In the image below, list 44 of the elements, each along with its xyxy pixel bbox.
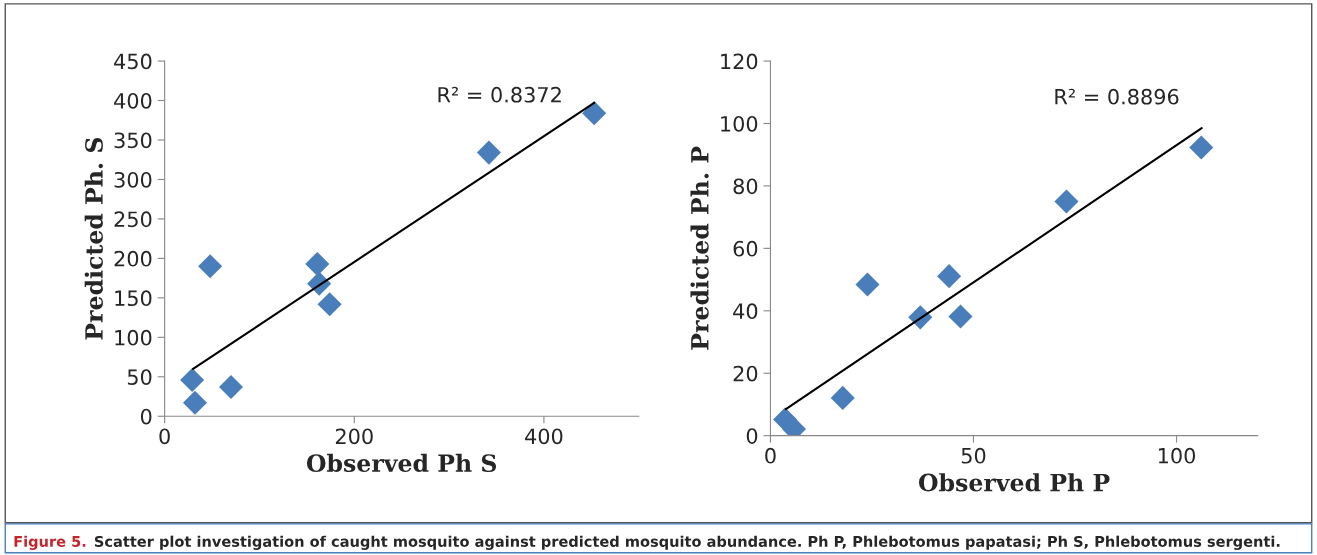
point: [218, 375, 244, 400]
annotation: R² = 0.8896: [1055, 88, 1179, 105]
y-tick-label: 200: [114, 250, 152, 267]
y-tick-label: 60: [733, 240, 758, 257]
point: [948, 304, 973, 329]
x-tick-label: 50: [961, 447, 986, 464]
x-tick-label: 400: [525, 428, 563, 445]
point: [582, 101, 607, 126]
x-axis-title: Observed Ph P: [918, 473, 1110, 492]
point: [476, 140, 501, 165]
caption: Figure 5.: [14, 535, 86, 550]
y-axis-title: Predicted Ph. S: [84, 138, 103, 340]
point: [180, 367, 205, 392]
y-tick-label: 450: [114, 53, 152, 70]
y-tick-label: 40: [733, 303, 758, 320]
x-tick-label: 0: [765, 447, 776, 464]
y-tick-label: 300: [114, 171, 152, 188]
y-tick-label: 350: [114, 132, 152, 149]
point: [830, 385, 855, 410]
x-tick-label: 0: [159, 428, 170, 445]
annotation: R² = 0.8372: [438, 86, 561, 103]
y-tick-label: 150: [115, 290, 152, 307]
point: [1189, 135, 1214, 160]
y-tick-label: 120: [721, 53, 758, 70]
y-tick-label: 100: [115, 329, 152, 346]
y-tick-label: 400: [114, 92, 152, 109]
point: [198, 254, 223, 279]
y-axis-title: Predicted Ph. P: [690, 146, 709, 350]
text: Scatter plot investigation of caught mosquito against predicted mosquito abundance. Ph P, Phlebotomus papatasi; Ph S, Phlebotomus sergenti.: [94, 535, 1280, 550]
x-tick-label: 200: [335, 428, 373, 445]
point: [1054, 189, 1079, 214]
y-tick-label: 50: [127, 369, 152, 385]
point: [937, 264, 962, 289]
point: [317, 292, 342, 317]
y-tick-label: 20: [733, 365, 758, 382]
y-tick-label: 100: [721, 115, 758, 132]
x-axis-title: Observed Ph S: [306, 453, 497, 473]
y-tick-label: 80: [733, 178, 758, 195]
point: [305, 251, 330, 276]
point: [855, 272, 880, 297]
y-tick-label: 250: [114, 211, 152, 228]
point: [182, 390, 207, 415]
y-tick-label: 0: [140, 408, 152, 425]
x-tick-label: 100: [1158, 447, 1196, 464]
